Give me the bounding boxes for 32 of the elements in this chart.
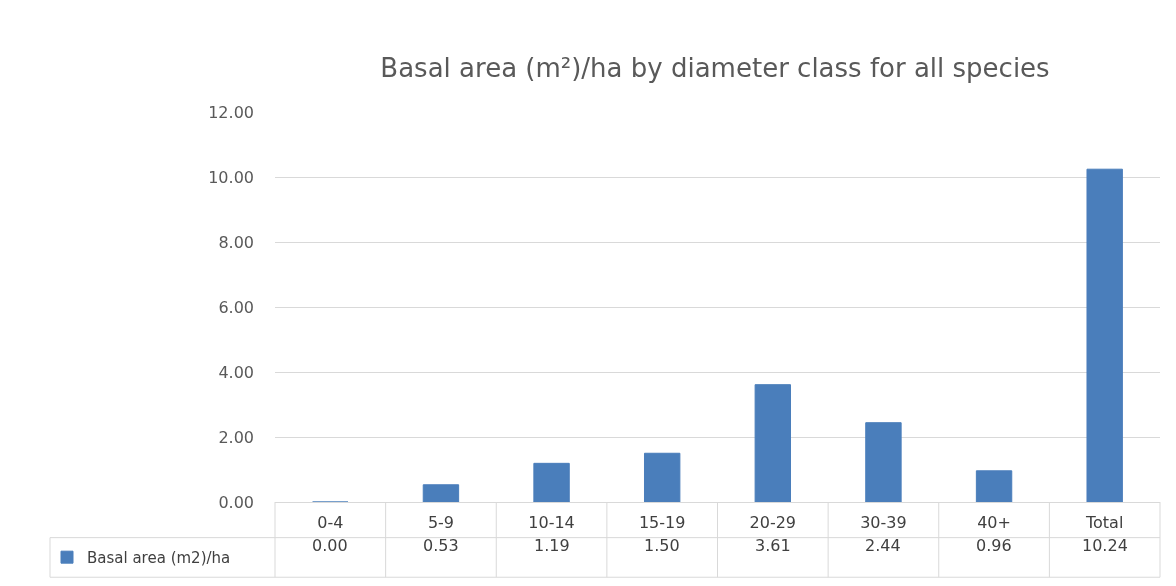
x-tick-label: 30-39 [860, 513, 907, 533]
bar [533, 462, 570, 502]
legend-label: Basal area (m2)/ha [87, 549, 231, 568]
bar [975, 470, 1013, 502]
bar [643, 452, 681, 502]
data-label: 0.53 [423, 536, 459, 555]
bar [754, 384, 792, 502]
y-tick-label: 10.00 [208, 167, 254, 187]
bar [1086, 168, 1123, 502]
y-tick-label: 4.00 [218, 362, 254, 382]
y-tick-label: 2.00 [218, 427, 254, 447]
x-tick-label: 5-9 [427, 513, 455, 533]
y-tick-label: 6.00 [218, 297, 254, 317]
data-label: 1.50 [644, 536, 680, 555]
y-tick-label: 0.00 [218, 492, 254, 512]
y-tick-label: 8.00 [218, 232, 254, 252]
bar [422, 484, 460, 502]
x-tick-label: 20-29 [749, 513, 797, 533]
x-tick-label: 15-19 [638, 513, 686, 533]
data-label: 3.61 [755, 536, 791, 555]
x-tick-label: 0-4 [317, 513, 344, 533]
bar [865, 422, 902, 502]
data-label: 0.96 [976, 536, 1012, 555]
data-label: 1.19 [534, 536, 570, 555]
x-tick-label: Total [1085, 513, 1124, 533]
x-tick-label: 10-14 [528, 513, 575, 533]
x-tick-label: 40+ [977, 513, 1011, 533]
y-tick-label: 12.00 [208, 102, 254, 122]
data-label: 2.44 [865, 536, 901, 555]
data-label: 0.00 [312, 536, 348, 555]
data-label: 10.24 [1082, 536, 1128, 555]
chart-title: Basal area (m²)/ha by diameter class for all species [380, 53, 1050, 84]
